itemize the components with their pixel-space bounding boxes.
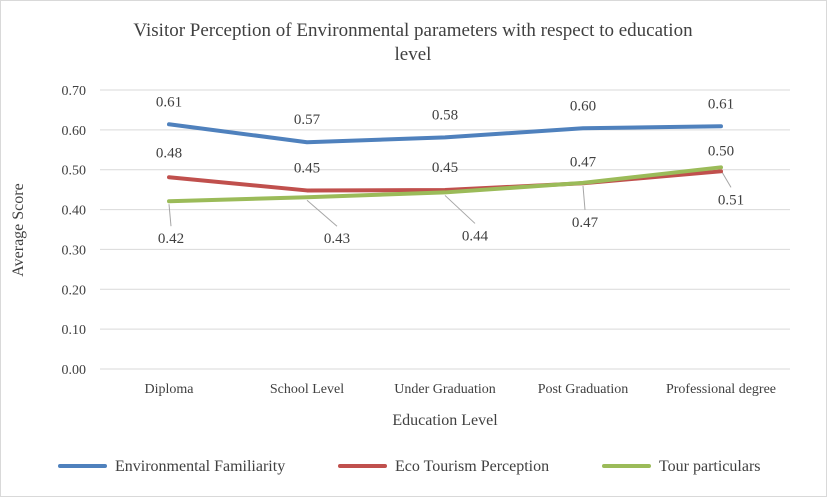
- data-label-s1-2: 0.45: [432, 160, 458, 176]
- leader-line-3: [582, 185, 586, 210]
- legend-label-1: Eco Tourism Perception: [395, 458, 549, 475]
- chart-title-line1: Visitor Perception of Environmental para…: [133, 20, 693, 41]
- series-line-0: [167, 122, 723, 145]
- x-tick-label-0: Diploma: [145, 382, 195, 397]
- data-label-s2-1: 0.43: [324, 231, 350, 247]
- data-label-s1-3: 0.47: [570, 154, 597, 170]
- data-label-s2-2: 0.44: [462, 228, 489, 244]
- x-tick-label-2: Under Graduation: [394, 382, 495, 397]
- data-label-s2-4: 0.51: [718, 192, 744, 208]
- y-tick-label-7: 0.70: [62, 84, 87, 99]
- y-tick-label-3: 0.30: [62, 243, 87, 258]
- y-tick-label-1: 0.10: [62, 323, 87, 338]
- y-tick-label-2: 0.20: [62, 283, 87, 298]
- data-label-s0-1: 0.57: [294, 112, 321, 128]
- data-label-s0-0: 0.61: [156, 94, 182, 110]
- leader-line-0: [168, 204, 172, 227]
- x-tick-label-1: School Level: [270, 382, 344, 397]
- data-label-s1-0: 0.48: [156, 145, 182, 161]
- series-line-2: [167, 165, 723, 204]
- data-label-s1-4: 0.50: [708, 143, 734, 159]
- y-tick-label-0: 0.00: [62, 363, 87, 378]
- data-label-s2-3: 0.47: [572, 215, 599, 231]
- leader-line-4: [720, 170, 732, 188]
- leader-line-1: [306, 199, 338, 227]
- x-axis-title: Education Level: [392, 412, 498, 429]
- legend-label-0: Environmental Familiarity: [115, 458, 285, 475]
- legend-label-2: Tour particulars: [659, 458, 761, 475]
- chart-title-line2: level: [395, 44, 432, 65]
- data-label-s0-3: 0.60: [570, 98, 596, 114]
- y-tick-label-6: 0.60: [62, 124, 87, 139]
- data-label-s2-0: 0.42: [158, 231, 184, 247]
- x-tick-label-4: Professional degree: [666, 382, 776, 397]
- y-tick-label-4: 0.40: [62, 204, 87, 219]
- leader-line-2: [444, 195, 476, 224]
- y-tick-label-5: 0.50: [62, 164, 87, 179]
- data-label-s1-1: 0.45: [294, 160, 320, 176]
- data-label-s0-4: 0.61: [708, 96, 734, 112]
- y-axis-title: Average Score: [10, 183, 27, 276]
- data-label-s0-2: 0.58: [432, 107, 458, 123]
- x-tick-label-3: Post Graduation: [538, 382, 629, 397]
